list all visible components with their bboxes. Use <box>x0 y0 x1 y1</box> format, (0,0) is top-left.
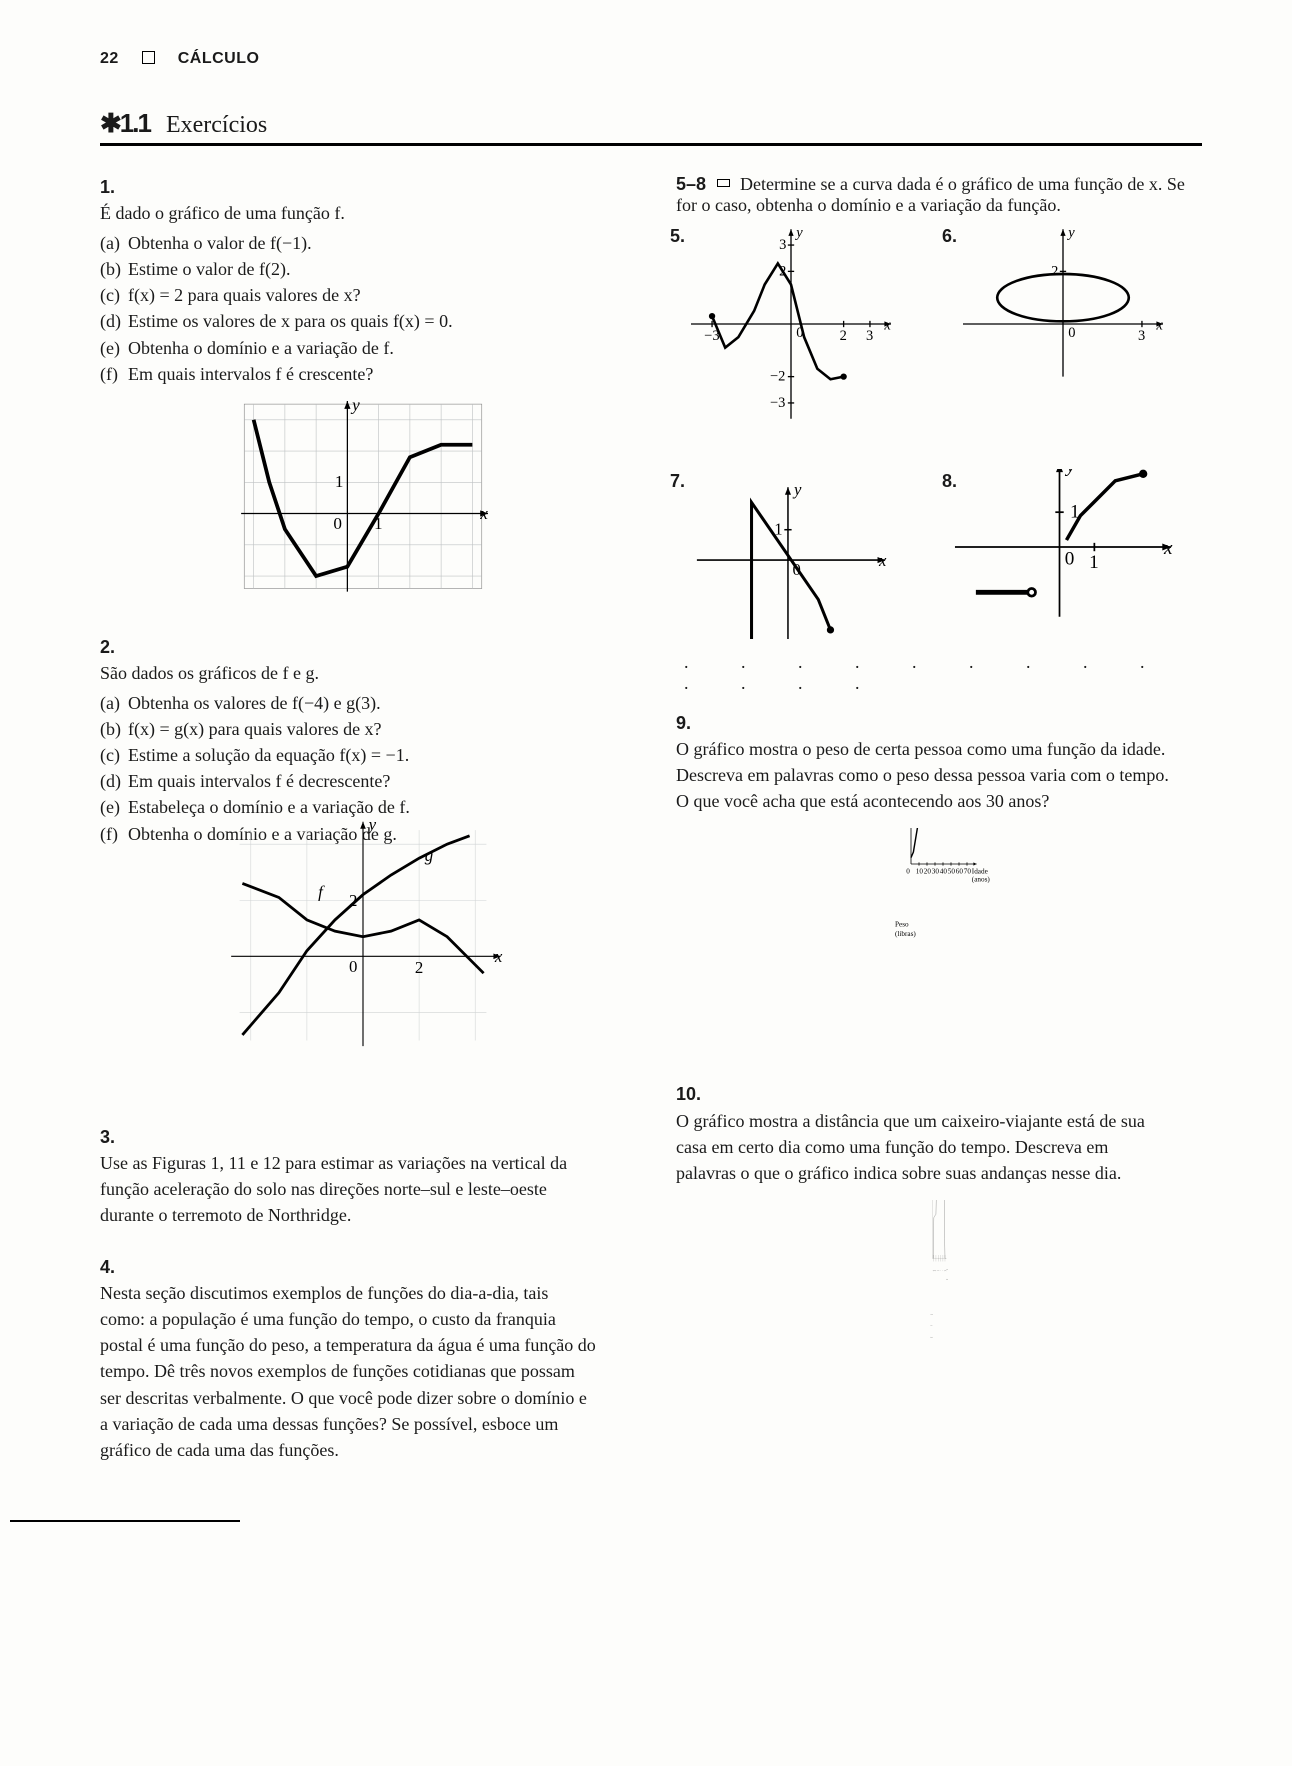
question-7-graph: 10 x y <box>676 469 906 639</box>
exercise-number: 10. <box>676 1081 702 1107</box>
svg-text:70: 70 <box>964 868 972 876</box>
svg-text:2: 2 <box>941 1270 942 1272</box>
question-7: 7. 10 x y <box>676 469 918 644</box>
svg-text:(horas): (horas) <box>946 1278 948 1280</box>
svg-text:2: 2 <box>1051 263 1058 279</box>
svg-text:3: 3 <box>1138 328 1145 344</box>
question-6-graph: 3 2 0 x y <box>948 224 1178 424</box>
exercise-1-graph: 01 1 x y <box>213 401 513 601</box>
hollow-box-icon <box>717 179 730 187</box>
exercise-10: 10. O gráfico mostra a distância que um … <box>676 1081 1202 1426</box>
svg-text:10: 10 <box>916 868 924 876</box>
svg-text:2: 2 <box>415 958 423 977</box>
svg-text:2: 2 <box>840 328 847 344</box>
svg-text:(libras): (libras) <box>895 930 916 938</box>
question-5: 5. −323 −3−2 <box>676 224 918 429</box>
exercise-2-items: (a)Obtenha os valores de f(−4) e g(3). (… <box>100 690 596 847</box>
svg-text:1: 1 <box>774 519 782 538</box>
svg-text:g: g <box>425 846 433 865</box>
svg-text:3: 3 <box>779 237 786 253</box>
svg-text:50: 50 <box>948 868 956 876</box>
svg-text:1: 1 <box>374 514 383 533</box>
section-header: ✱1.1 Exercícios <box>100 108 1202 146</box>
exercise-9-graph: 0 10203040 506070 50100150200 Idade(anos… <box>719 828 1159 1048</box>
exercise-2-graph: 02 2 x y f g <box>203 861 523 1091</box>
svg-text:2: 2 <box>779 263 786 279</box>
svg-text:0: 0 <box>793 560 801 579</box>
separator-dots: . . . . . . . . . . . . . <box>684 652 1202 694</box>
svg-text:3: 3 <box>866 328 873 344</box>
svg-text:60: 60 <box>956 868 964 876</box>
exercise-number: 2. <box>100 634 126 660</box>
exercise-3: 3. Use as Figuras 1, 11 e 12 para estima… <box>100 1124 626 1228</box>
svg-text:0: 0 <box>796 325 803 341</box>
exercise-number: 3. <box>100 1124 126 1150</box>
exercise-9: 9. O gráfico mostra o peso de certa pess… <box>676 710 1202 1055</box>
svg-text:y: y <box>1064 469 1075 477</box>
exercise-number: 1. <box>100 174 126 200</box>
svg-text:30: 30 <box>932 868 940 876</box>
svg-text:(anos): (anos) <box>972 876 991 884</box>
exercise-4: 4. Nesta seção discutimos exemplos de fu… <box>100 1254 626 1463</box>
svg-text:2: 2 <box>349 890 357 909</box>
header-box-icon <box>142 51 155 64</box>
page-number: 22 <box>100 50 119 67</box>
header-subject: CÁLCULO <box>178 50 260 67</box>
question-6: 6. 3 2 0 x <box>948 224 1190 429</box>
exercise-number: 4. <box>100 1254 126 1280</box>
svg-text:Distância: Distância <box>930 1314 933 1316</box>
exercise-2: 2. São dados os gráficos de f e g. (a)Ob… <box>100 634 626 1098</box>
svg-text:−2: −2 <box>770 369 785 385</box>
exercise-intro: São dados os gráficos de f e g. <box>100 663 319 683</box>
exercise-number: 9. <box>676 710 702 736</box>
svg-text:1: 1 <box>1070 501 1080 522</box>
exercise-intro: É dado o gráfico de uma função f. <box>100 203 345 223</box>
question-8: 8. 101 x y <box>948 469 1190 644</box>
svg-text:0: 0 <box>906 868 910 876</box>
svg-text:0: 0 <box>349 956 357 975</box>
svg-text:y: y <box>792 480 802 499</box>
svg-text:0: 0 <box>333 514 342 533</box>
exercise-1-items: (a)Obtenha o valor de f(−1). (b)Estime o… <box>100 230 596 387</box>
exercise-10-graph: 8 (manhã) 10 meio-dia 2 4 6 (tarde) Temp… <box>709 1200 1169 1420</box>
svg-text:y: y <box>367 815 377 834</box>
svg-text:de casa: de casa <box>930 1325 933 1327</box>
section-icon: ✱1.1 <box>100 108 150 139</box>
svg-text:f: f <box>318 882 325 901</box>
svg-text:40: 40 <box>940 868 948 876</box>
scan-artifact-line <box>10 1520 240 1522</box>
svg-text:1: 1 <box>335 472 344 491</box>
question-8-graph: 101 x y <box>948 469 1178 639</box>
heading-5-8: 5–8 Determine se a curva dada é o gráfic… <box>676 174 1202 216</box>
svg-text:(milhas): (milhas) <box>930 1336 933 1338</box>
svg-text:0: 0 <box>1068 325 1075 341</box>
svg-text:0: 0 <box>1065 548 1075 569</box>
svg-text:Peso: Peso <box>895 921 909 929</box>
svg-text:y: y <box>794 225 803 241</box>
svg-text:20: 20 <box>924 868 932 876</box>
svg-text:y: y <box>350 395 360 414</box>
svg-text:−3: −3 <box>770 395 785 411</box>
svg-text:Idade: Idade <box>972 868 988 876</box>
exercise-1: 1. É dado o gráfico de uma função f. (a)… <box>100 174 626 608</box>
svg-text:1: 1 <box>1089 552 1099 573</box>
svg-text:y: y <box>1066 225 1075 241</box>
page-header: 22 CÁLCULO <box>100 50 1202 68</box>
svg-text:10: 10 <box>936 1270 937 1272</box>
question-5-graph: −323 −3−2 23 0 x y <box>676 224 906 424</box>
svg-text:−3: −3 <box>704 328 719 344</box>
section-title: Exercícios <box>166 112 267 139</box>
svg-text:Tempo: Tempo <box>946 1268 948 1270</box>
